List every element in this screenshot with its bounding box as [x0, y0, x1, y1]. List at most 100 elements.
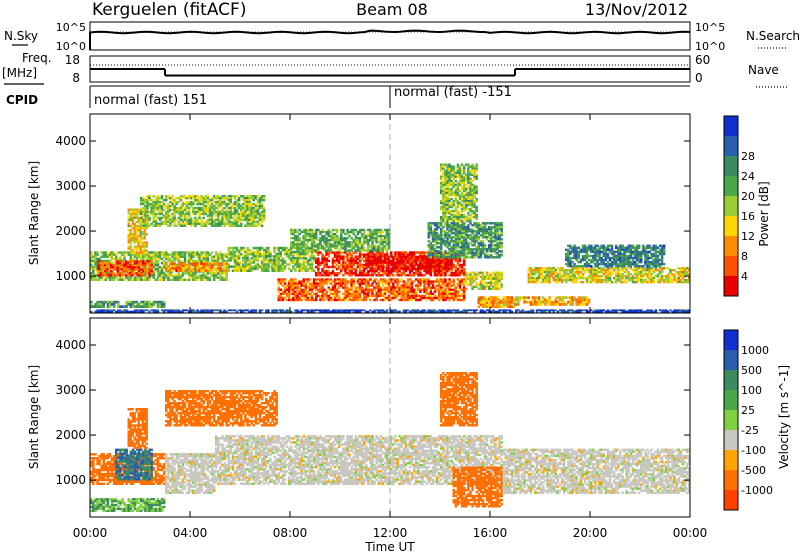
heatmap-cell	[252, 267, 255, 270]
heatmap-cell	[250, 222, 253, 225]
heatmap-cell	[90, 268, 93, 271]
heatmap-cell	[110, 257, 114, 261]
heatmap-cell	[196, 251, 199, 254]
heatmap-cell	[94, 305, 97, 308]
heatmap-cell	[296, 310, 299, 313]
heatmap-cell	[440, 248, 443, 251]
heatmap-cell	[192, 251, 195, 254]
heatmap-cell	[262, 253, 266, 256]
heatmap-cell	[217, 200, 220, 204]
heatmap-cell	[242, 197, 245, 200]
heatmap-cell	[346, 286, 349, 289]
heatmap-cell	[637, 309, 641, 312]
heatmap-cell	[277, 255, 280, 258]
heatmap-cell	[229, 246, 233, 250]
heatmap-cell	[254, 195, 258, 198]
heatmap-cell	[167, 214, 170, 218]
heatmap-cell	[135, 305, 139, 308]
heatmap-cell	[212, 267, 216, 270]
heatmap-cell	[173, 224, 176, 227]
heatmap-cell	[187, 222, 191, 225]
heatmap-cell	[162, 253, 166, 256]
heatmap-cell	[156, 309, 160, 312]
heatmap-cell	[127, 237, 130, 240]
heatmap-cell	[208, 214, 212, 218]
heatmap-cell	[231, 224, 235, 227]
heatmap-cell	[292, 250, 295, 254]
heatmap-cell	[487, 309, 491, 312]
heatmap-cell	[246, 218, 249, 222]
heatmap-cell	[546, 309, 549, 312]
heatmap-cell	[350, 282, 353, 285]
heatmap-cell	[133, 268, 136, 271]
heatmap-cell	[229, 204, 233, 208]
heatmap-cell	[379, 309, 383, 312]
heatmap-cell	[185, 251, 189, 254]
heatmap-cell	[283, 282, 287, 285]
heatmap-cell	[131, 305, 135, 308]
heatmap-cell	[329, 310, 333, 313]
heatmap-cell	[133, 253, 137, 256]
heatmap-cell	[169, 220, 172, 223]
heatmap-cell	[287, 255, 291, 258]
heatmap-cell	[279, 310, 283, 313]
heatmap-cell	[208, 276, 212, 279]
heatmap-cell	[244, 214, 247, 218]
heatmap-cell	[142, 200, 145, 204]
heatmap-cell	[150, 222, 153, 225]
heatmap-cell	[250, 250, 253, 254]
heatmap-cell	[208, 310, 212, 313]
heatmap-cell	[185, 259, 189, 263]
heatmap-cell	[223, 210, 226, 214]
heatmap-cell	[90, 300, 93, 304]
heatmap-cell	[612, 309, 616, 312]
heatmap-cell	[285, 246, 289, 250]
heatmap-cell	[135, 231, 138, 234]
heatmap-cell	[279, 253, 283, 256]
heatmap-cell	[275, 309, 278, 312]
heatmap-cell	[256, 263, 260, 266]
heatmap-cell	[423, 255, 426, 259]
heatmap-cell	[315, 309, 318, 312]
heatmap-cell	[143, 247, 146, 250]
heatmap-cell	[194, 310, 197, 313]
heatmap-cell	[135, 257, 139, 261]
heatmap-cell	[431, 310, 435, 313]
heatmap-cell	[156, 216, 160, 220]
heatmap-cell	[344, 282, 347, 285]
heatmap-cell	[256, 204, 260, 208]
heatmap-cell	[97, 268, 100, 271]
heatmap-cell	[221, 210, 224, 214]
heatmap-cell	[310, 288, 314, 291]
heatmap-cell	[346, 309, 349, 312]
heatmap-cell	[340, 309, 343, 312]
heatmap-cell	[312, 292, 316, 296]
heatmap-cell	[302, 265, 305, 268]
heatmap-cell	[190, 269, 193, 272]
heatmap-cell	[204, 251, 208, 254]
heatmap-cell	[190, 218, 193, 222]
heatmap-cell	[179, 262, 183, 266]
nave-label: Nave	[748, 63, 779, 77]
heatmap-cell	[462, 290, 466, 293]
heatmap-cell	[117, 309, 120, 312]
heatmap-cell	[145, 233, 148, 236]
heatmap-cell	[110, 300, 114, 304]
heatmap-cell	[121, 276, 124, 279]
heatmap-cell	[223, 202, 226, 206]
heatmap-cell	[185, 309, 189, 312]
heatmap-cell	[225, 259, 228, 263]
heatmap-cell	[277, 253, 280, 256]
heatmap-cell	[365, 255, 368, 259]
heatmap-cell	[131, 274, 134, 277]
heatmap-cell	[154, 257, 158, 261]
heatmap-cell	[294, 292, 297, 296]
heatmap-cell	[221, 212, 224, 216]
heatmap-cell	[129, 245, 132, 248]
heatmap-cell	[235, 200, 239, 204]
heatmap-cell	[306, 263, 310, 266]
heatmap-cell	[277, 294, 280, 298]
heatmap-cell	[208, 204, 212, 208]
heatmap-cell	[246, 195, 249, 198]
heatmap-cell	[187, 270, 191, 273]
